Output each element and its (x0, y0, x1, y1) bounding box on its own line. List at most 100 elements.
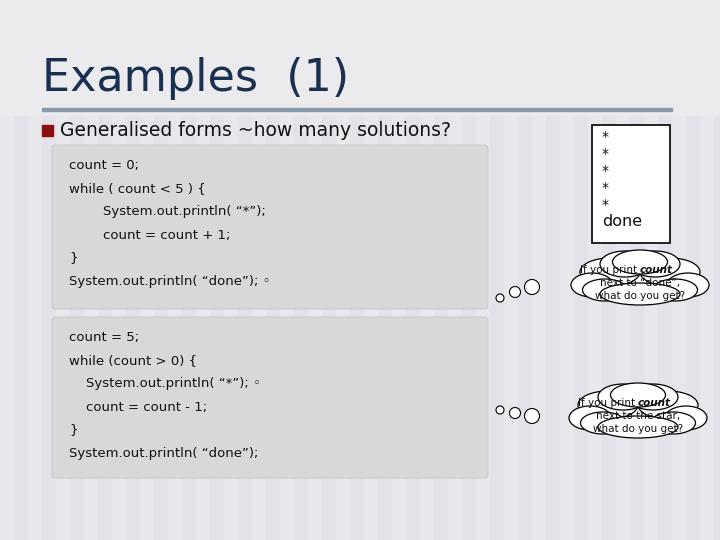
Text: System.out.println( “*”);: System.out.println( “*”); (69, 206, 266, 219)
Text: *: * (602, 147, 609, 161)
Bar (182, 0, 196, 540)
Bar (378, 0, 392, 540)
Ellipse shape (580, 412, 626, 434)
Ellipse shape (582, 263, 698, 301)
Text: count: count (638, 398, 671, 408)
Bar (616, 0, 630, 540)
Text: }: } (69, 252, 78, 265)
Text: count = 0;: count = 0; (69, 159, 139, 172)
Bar (518, 0, 532, 540)
Ellipse shape (650, 412, 696, 434)
Ellipse shape (665, 406, 707, 430)
Text: *: * (602, 198, 609, 212)
Bar (434, 0, 448, 540)
Bar (672, 0, 686, 540)
Text: count: count (640, 265, 673, 275)
Text: while (count > 0) {: while (count > 0) { (69, 354, 197, 368)
Bar (98, 0, 112, 540)
Text: count = count - 1;: count = count - 1; (69, 401, 207, 414)
Bar (112, 0, 126, 540)
Text: next to “done”,: next to “done”, (600, 278, 680, 288)
Bar (140, 0, 154, 540)
Ellipse shape (638, 391, 698, 419)
Text: Generalised forms ~how many solutions?: Generalised forms ~how many solutions? (60, 122, 451, 140)
Bar (154, 0, 168, 540)
Bar (364, 0, 378, 540)
Circle shape (496, 406, 504, 414)
Bar (602, 0, 616, 540)
Ellipse shape (569, 406, 611, 430)
Bar (644, 0, 658, 540)
Text: System.out.println( “done”);: System.out.println( “done”); (69, 447, 258, 460)
Bar (336, 0, 350, 540)
Bar (252, 0, 266, 540)
Bar (448, 0, 462, 540)
Bar (28, 0, 42, 540)
Bar (686, 0, 700, 540)
Bar (546, 0, 560, 540)
Bar (350, 0, 364, 540)
FancyBboxPatch shape (52, 145, 488, 309)
Bar (392, 0, 406, 540)
Bar (462, 0, 476, 540)
Ellipse shape (571, 273, 613, 297)
Ellipse shape (613, 250, 667, 274)
Text: count = count + 1;: count = count + 1; (69, 228, 230, 241)
Bar (532, 0, 546, 540)
Bar (70, 0, 84, 540)
Bar (42, 0, 56, 540)
Text: }: } (69, 423, 78, 436)
Ellipse shape (628, 384, 678, 410)
Circle shape (510, 408, 521, 418)
Text: If you print: If you print (577, 398, 638, 408)
Ellipse shape (640, 258, 700, 286)
Circle shape (496, 294, 504, 302)
Bar (322, 0, 336, 540)
Ellipse shape (578, 391, 638, 419)
Circle shape (524, 408, 539, 423)
Bar (280, 0, 294, 540)
Bar (168, 0, 182, 540)
Text: System.out.println( “done”); ◦: System.out.println( “done”); ◦ (69, 274, 271, 287)
Ellipse shape (652, 279, 698, 301)
Bar (224, 0, 238, 540)
Text: If you print: If you print (580, 265, 640, 275)
Ellipse shape (667, 273, 709, 297)
Bar (308, 0, 322, 540)
Circle shape (524, 280, 539, 294)
Bar (592, 125, 670, 243)
Bar (0, 0, 720, 115)
Ellipse shape (582, 279, 628, 301)
Bar (588, 0, 602, 540)
Ellipse shape (611, 383, 665, 407)
Bar (56, 0, 70, 540)
Text: *: * (602, 181, 609, 195)
Text: what do you get?: what do you get? (593, 424, 683, 434)
Bar (126, 0, 140, 540)
Ellipse shape (630, 251, 680, 277)
Bar (560, 0, 574, 540)
Text: while ( count < 5 ) {: while ( count < 5 ) { (69, 183, 206, 195)
Circle shape (510, 287, 521, 298)
Text: count = 5;: count = 5; (69, 332, 139, 345)
Bar (210, 0, 224, 540)
Bar (238, 0, 252, 540)
Ellipse shape (580, 258, 640, 286)
Bar (630, 0, 644, 540)
Text: what do you get?: what do you get? (595, 291, 685, 301)
Bar (196, 0, 210, 540)
Bar (574, 0, 588, 540)
FancyBboxPatch shape (52, 317, 488, 478)
Bar (266, 0, 280, 540)
Bar (406, 0, 420, 540)
Bar (700, 0, 714, 540)
Text: System.out.println( “*”); ◦: System.out.println( “*”); ◦ (69, 377, 261, 390)
Bar (504, 0, 518, 540)
Text: done: done (602, 214, 642, 230)
Ellipse shape (600, 251, 650, 277)
Bar (294, 0, 308, 540)
Bar (714, 0, 720, 540)
Bar (476, 0, 490, 540)
Text: *: * (602, 164, 609, 178)
Bar (420, 0, 434, 540)
